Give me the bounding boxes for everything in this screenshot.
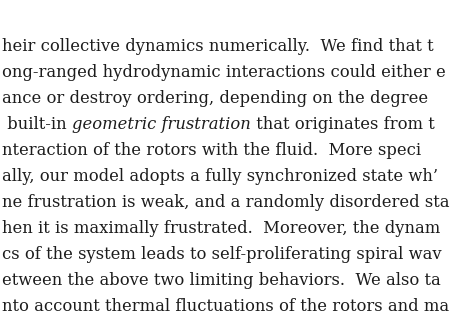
- Text: etween the above two limiting behaviors.  We also ta: etween the above two limiting behaviors.…: [2, 272, 441, 289]
- Text: cs of the system leads to self-proliferating spiral wav: cs of the system leads to self-prolifera…: [2, 246, 442, 263]
- Text: hen it is maximally frustrated.  Moreover, the dynam: hen it is maximally frustrated. Moreover…: [2, 220, 440, 237]
- Text: nto account thermal fluctuations of the rotors and ma: nto account thermal fluctuations of the …: [2, 298, 449, 314]
- Text: ne frustration is weak, and a randomly disordered sta: ne frustration is weak, and a randomly d…: [2, 194, 449, 211]
- Text: ong-ranged hydrodynamic interactions could either e: ong-ranged hydrodynamic interactions cou…: [2, 64, 446, 81]
- Text: geometric frustration: geometric frustration: [72, 116, 251, 133]
- Text: heir collective dynamics numerically.  We find that t: heir collective dynamics numerically. We…: [2, 38, 434, 55]
- Text: ance or destroy ordering, depending on the degree: ance or destroy ordering, depending on t…: [2, 90, 428, 107]
- Text: that originates from t: that originates from t: [251, 116, 434, 133]
- Text: built-in: built-in: [2, 116, 72, 133]
- Text: nteraction of the rotors with the fluid.  More speci: nteraction of the rotors with the fluid.…: [2, 142, 421, 159]
- Text: ally, our model adopts a fully synchronized state wh’: ally, our model adopts a fully synchroni…: [2, 168, 438, 185]
